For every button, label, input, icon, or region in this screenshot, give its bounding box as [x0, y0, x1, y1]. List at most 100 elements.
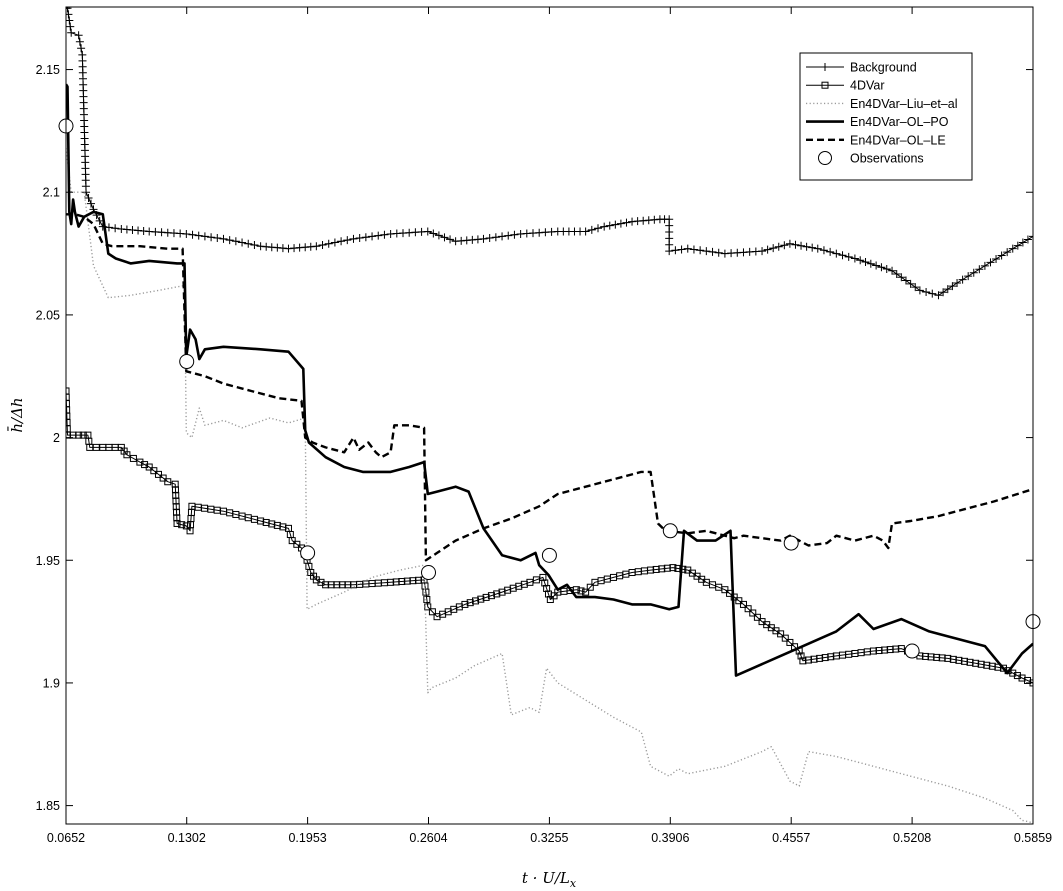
legend-label: En4DVar–OL–LE — [850, 133, 946, 147]
y-tick-label: 1.85 — [36, 799, 60, 813]
4dvar-marker — [317, 578, 325, 586]
background-marker — [763, 245, 772, 254]
background-marker — [1029, 232, 1033, 241]
background-marker — [785, 239, 794, 248]
background-marker — [324, 239, 333, 248]
4dvar-marker — [178, 521, 186, 529]
x-tick-label: 0.3906 — [651, 831, 689, 845]
background-marker — [683, 244, 692, 253]
background-marker — [485, 234, 494, 243]
background-marker — [872, 261, 881, 270]
y-tick-label: 1.95 — [36, 554, 60, 568]
background-marker — [877, 263, 886, 272]
4dvar-marker — [423, 596, 431, 604]
background-marker — [1008, 244, 1017, 253]
background-marker — [611, 220, 620, 229]
background-marker — [587, 225, 596, 234]
4dvar-marker — [669, 564, 677, 572]
legend-label: Background — [850, 61, 917, 75]
x-tick-label: 0.2604 — [409, 831, 447, 845]
y-tick-label: 1.9 — [43, 676, 60, 690]
background-marker — [312, 242, 321, 251]
4dvar-marker — [159, 474, 167, 482]
background-marker — [813, 244, 822, 253]
4dvar-marker — [477, 595, 485, 603]
background-marker — [866, 259, 875, 268]
4dvar-marker — [777, 630, 785, 638]
background-marker — [200, 232, 209, 241]
y-tick-labels: 1.85 1.9 1.95 2 2.05 2.1 2.15 — [36, 63, 60, 813]
4dvar-marker — [797, 652, 805, 660]
4dvar-marker — [136, 458, 144, 466]
background-marker — [337, 237, 346, 246]
background-marker — [714, 248, 723, 257]
4dvar-marker — [582, 588, 590, 596]
4dvar-marker — [150, 467, 158, 475]
background-marker — [74, 31, 83, 40]
x-tick-label: 0.0652 — [47, 831, 85, 845]
4dvar-marker — [472, 597, 480, 605]
4dvar-marker — [1013, 672, 1021, 680]
4dvar-marker — [66, 387, 70, 395]
4dvar-marker — [422, 588, 430, 596]
background-marker — [708, 247, 717, 256]
observation-point — [300, 545, 316, 561]
background-marker — [616, 219, 625, 228]
background-marker — [948, 282, 957, 291]
y-tick-label: 2.15 — [36, 63, 60, 77]
series-en4dvar-ol-po — [66, 83, 1033, 677]
x-axis-label: t · U/Lx — [522, 869, 577, 890]
background-marker — [66, 7, 72, 13]
axis-ticks — [65, 7, 1034, 824]
background-marker — [844, 252, 853, 261]
background-marker — [934, 291, 943, 300]
y-tick-label: 2 — [53, 431, 60, 445]
legend-label: En4DVar–OL–PO — [850, 115, 949, 129]
4dvar-marker — [679, 565, 687, 573]
background-marker — [1003, 248, 1012, 257]
background-marker — [696, 246, 705, 255]
background-marker — [797, 241, 806, 250]
background-marker — [958, 275, 967, 284]
observations-layer — [58, 118, 1041, 659]
background-marker — [943, 285, 952, 294]
4dvar-marker — [999, 664, 1007, 672]
legend-item-en4dvar-ol-po: En4DVar–OL–PO — [806, 115, 949, 129]
legend-item-en4dvar-liu-et-al: En4DVar–Liu–et–al — [806, 97, 957, 111]
background-marker — [980, 261, 989, 270]
legend-item-4dvar: 4DVar — [806, 79, 885, 93]
background-marker — [434, 231, 443, 240]
4dvar-marker — [781, 634, 789, 642]
background-marker — [213, 234, 222, 243]
background-marker — [911, 283, 920, 292]
background-marker — [349, 234, 358, 243]
background-marker — [429, 229, 438, 238]
4dvar-marker — [739, 600, 747, 608]
background-marker — [882, 264, 891, 273]
y-tick-label: 2.1 — [43, 186, 60, 200]
background-marker — [498, 232, 507, 241]
background-marker — [622, 218, 631, 227]
legend: Background 4DVar En4DVar–Liu–et–al En4DVar–… — [799, 52, 973, 181]
y-axis-label: h̄/Δh — [8, 397, 26, 432]
background-marker — [791, 240, 800, 249]
background-marker — [368, 232, 377, 241]
4dvar-marker — [586, 583, 594, 591]
background-marker — [1023, 235, 1032, 244]
background-marker — [182, 229, 191, 238]
background-marker — [67, 28, 76, 37]
y-tick-label: 2.05 — [36, 308, 60, 322]
background-marker — [850, 254, 859, 263]
x-tick-label: 0.1953 — [288, 831, 326, 845]
background-marker — [111, 224, 120, 233]
background-marker — [330, 238, 339, 247]
background-marker — [758, 247, 767, 256]
legend-item-observations: Observations — [818, 151, 924, 166]
background-marker — [856, 256, 865, 265]
background-marker — [901, 276, 910, 285]
background-marker — [774, 242, 783, 251]
background-marker — [1013, 241, 1022, 250]
background-marker — [964, 272, 973, 281]
background-marker — [581, 227, 590, 236]
background-marker — [440, 233, 449, 242]
